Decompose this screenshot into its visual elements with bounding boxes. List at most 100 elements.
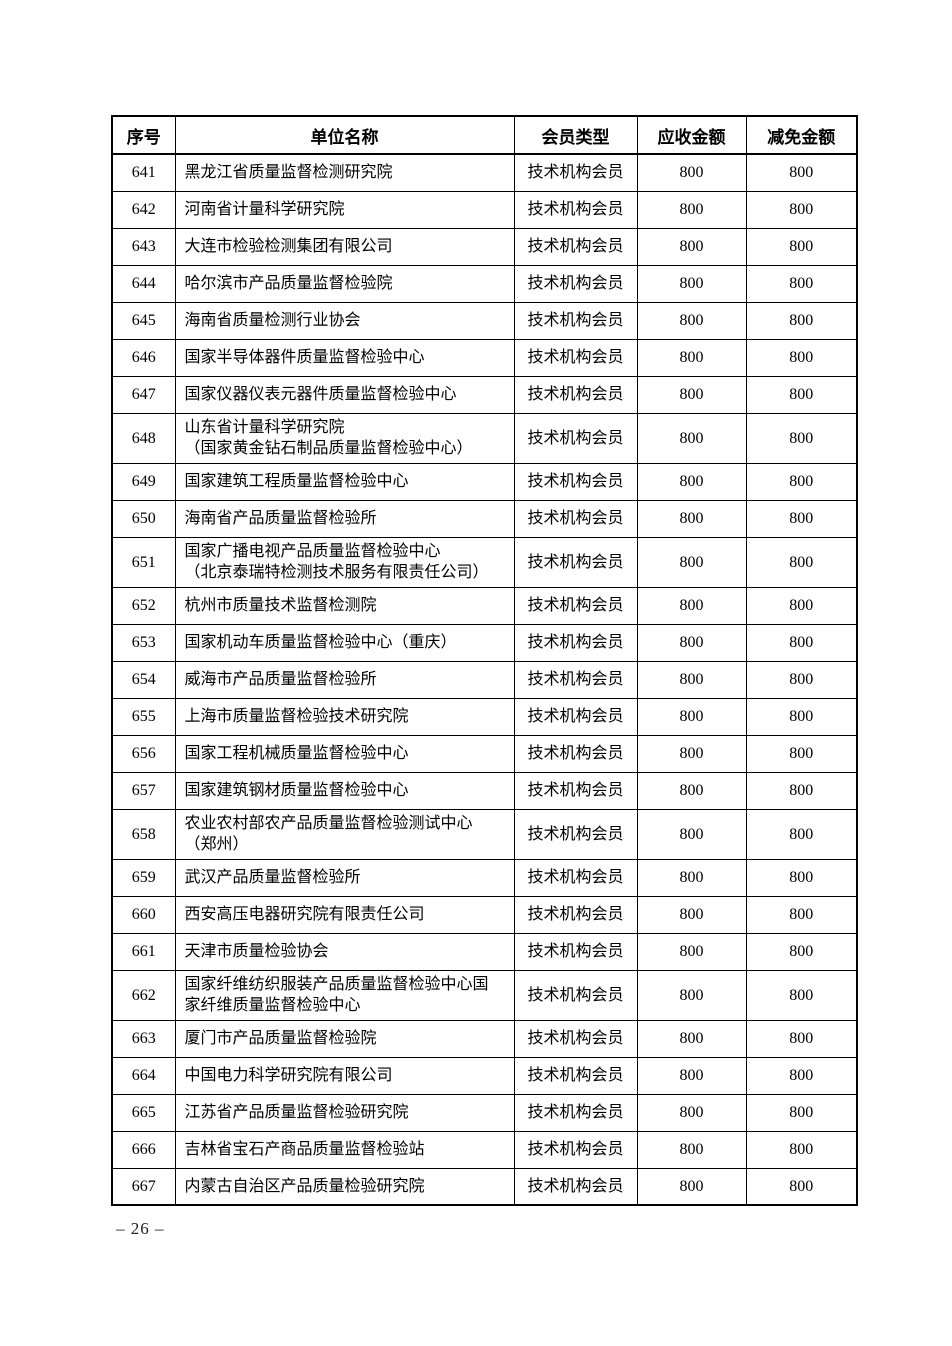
cell-amount-waived: 800 <box>745 338 858 377</box>
cell-serial-number: 649 <box>111 462 176 501</box>
cell-amount-due: 800 <box>636 1019 747 1058</box>
table-row: 666 吉林省宝石产商品质量监督检验站 技术机构会员 800 800 <box>111 1130 858 1169</box>
cell-unit-name: 农业农村部农产品质量监督检验测试中心 （郑州） <box>174 808 515 860</box>
cell-amount-due: 800 <box>636 301 747 340</box>
cell-serial-number: 652 <box>111 586 176 625</box>
cell-unit-name: 山东省计量科学研究院 （国家黄金钻石制品质量监督检验中心） <box>174 412 515 464</box>
table-row: 648 山东省计量科学研究院 （国家黄金钻石制品质量监督检验中心） 技术机构会员 80… <box>111 412 858 464</box>
cell-unit-name: 国家建筑钢材质量监督检验中心 <box>174 771 515 810</box>
cell-amount-waived: 800 <box>745 858 858 897</box>
cell-member-type: 技术机构会员 <box>513 375 638 414</box>
table-row: 642 河南省计量科学研究院 技术机构会员 800 800 <box>111 190 858 229</box>
membership-fee-table: 序号 单位名称 会员类型 应收金额 减免金额 641 黑龙江省质量监督检测研究院技… <box>111 115 858 1206</box>
cell-amount-waived: 800 <box>745 771 858 810</box>
cell-amount-due: 800 <box>636 264 747 303</box>
cell-serial-number: 643 <box>111 227 176 266</box>
cell-amount-due: 800 <box>636 623 747 662</box>
cell-amount-due: 800 <box>636 1056 747 1095</box>
cell-amount-waived: 800 <box>745 808 858 860</box>
cell-amount-due: 800 <box>636 586 747 625</box>
cell-amount-due: 800 <box>636 536 747 588</box>
cell-unit-name: 哈尔滨市产品质量监督检验院 <box>174 264 515 303</box>
table-header-row: 序号 单位名称 会员类型 应收金额 减免金额 <box>111 115 858 155</box>
cell-amount-due: 800 <box>636 858 747 897</box>
cell-serial-number: 650 <box>111 499 176 538</box>
cell-amount-waived: 800 <box>745 1056 858 1095</box>
cell-unit-name: 海南省产品质量监督检验所 <box>174 499 515 538</box>
cell-member-type: 技术机构会员 <box>513 1130 638 1169</box>
cell-unit-name: 海南省质量检测行业协会 <box>174 301 515 340</box>
cell-unit-name: 国家工程机械质量监督检验中心 <box>174 734 515 773</box>
cell-amount-waived: 800 <box>745 623 858 662</box>
cell-unit-name: 内蒙古自治区产品质量检验研究院 <box>174 1167 515 1206</box>
cell-unit-name: 中国电力科学研究院有限公司 <box>174 1056 515 1095</box>
cell-amount-due: 800 <box>636 1167 747 1206</box>
cell-amount-due: 800 <box>636 375 747 414</box>
cell-unit-name: 天津市质量检验协会 <box>174 932 515 971</box>
cell-serial-number: 642 <box>111 190 176 229</box>
cell-amount-waived: 800 <box>745 895 858 934</box>
cell-amount-waived: 800 <box>745 227 858 266</box>
cell-serial-number: 656 <box>111 734 176 773</box>
cell-member-type: 技术机构会员 <box>513 808 638 860</box>
table-row: 647 国家仪器仪表元器件质量监督检验中心 技术机构会员 800 800 <box>111 375 858 414</box>
cell-member-type: 技术机构会员 <box>513 734 638 773</box>
cell-amount-waived: 800 <box>745 412 858 464</box>
cell-amount-due: 800 <box>636 338 747 377</box>
cell-amount-due: 800 <box>636 808 747 860</box>
table-row: 655 上海市质量监督检验技术研究院 技术机构会员 800 800 <box>111 697 858 736</box>
table-row: 656 国家工程机械质量监督检验中心 技术机构会员 800 800 <box>111 734 858 773</box>
cell-member-type: 技术机构会员 <box>513 190 638 229</box>
cell-member-type: 技术机构会员 <box>513 771 638 810</box>
cell-amount-waived: 800 <box>745 375 858 414</box>
table-row: 657 国家建筑钢材质量监督检验中心 技术机构会员 800 800 <box>111 771 858 810</box>
cell-member-type: 技术机构会员 <box>513 1019 638 1058</box>
cell-amount-due: 800 <box>636 734 747 773</box>
table-body: 641 黑龙江省质量监督检测研究院 技术机构会员 800 800 642 河南省计量科学研究… <box>111 153 858 1206</box>
cell-amount-due: 800 <box>636 190 747 229</box>
table-row: 667 内蒙古自治区产品质量检验研究院 技术机构会员 800 800 <box>111 1167 858 1206</box>
cell-serial-number: 661 <box>111 932 176 971</box>
cell-amount-waived: 800 <box>745 734 858 773</box>
cell-member-type: 技术机构会员 <box>513 1093 638 1132</box>
cell-member-type: 技术机构会员 <box>513 660 638 699</box>
cell-serial-number: 659 <box>111 858 176 897</box>
cell-serial-number: 662 <box>111 969 176 1021</box>
cell-amount-due: 800 <box>636 969 747 1021</box>
cell-member-type: 技术机构会员 <box>513 932 638 971</box>
cell-unit-name: 黑龙江省质量监督检测研究院 <box>174 153 515 192</box>
table-row: 641 黑龙江省质量监督检测研究院 技术机构会员 800 800 <box>111 153 858 192</box>
header-amount-due: 应收金额 <box>636 115 747 155</box>
table-row: 650 海南省产品质量监督检验所 技术机构会员 800 800 <box>111 499 858 538</box>
table-row: 649 国家建筑工程质量监督检验中心 技术机构会员 800 800 <box>111 462 858 501</box>
cell-unit-name: 国家仪器仪表元器件质量监督检验中心 <box>174 375 515 414</box>
cell-amount-due: 800 <box>636 462 747 501</box>
cell-amount-waived: 800 <box>745 153 858 192</box>
cell-unit-name: 大连市检验检测集团有限公司 <box>174 227 515 266</box>
table-row: 665 江苏省产品质量监督检验研究院 技术机构会员 800 800 <box>111 1093 858 1132</box>
cell-amount-waived: 800 <box>745 1130 858 1169</box>
cell-amount-waived: 800 <box>745 264 858 303</box>
header-serial-number: 序号 <box>111 115 176 155</box>
cell-serial-number: 646 <box>111 338 176 377</box>
cell-unit-name: 国家机动车质量监督检验中心（重庆） <box>174 623 515 662</box>
cell-amount-waived: 800 <box>745 190 858 229</box>
cell-amount-waived: 800 <box>745 499 858 538</box>
cell-amount-due: 800 <box>636 895 747 934</box>
cell-member-type: 技术机构会员 <box>513 499 638 538</box>
cell-unit-name: 国家半导体器件质量监督检验中心 <box>174 338 515 377</box>
cell-member-type: 技术机构会员 <box>513 301 638 340</box>
cell-serial-number: 658 <box>111 808 176 860</box>
table-row: 645 海南省质量检测行业协会 技术机构会员 800 800 <box>111 301 858 340</box>
cell-unit-name: 杭州市质量技术监督检测院 <box>174 586 515 625</box>
cell-unit-name: 威海市产品质量监督检验所 <box>174 660 515 699</box>
table-row: 663 厦门市产品质量监督检验院 技术机构会员 800 800 <box>111 1019 858 1058</box>
cell-amount-waived: 800 <box>745 536 858 588</box>
cell-amount-waived: 800 <box>745 969 858 1021</box>
cell-member-type: 技术机构会员 <box>513 338 638 377</box>
cell-amount-due: 800 <box>636 660 747 699</box>
cell-amount-due: 800 <box>636 932 747 971</box>
cell-amount-waived: 800 <box>745 697 858 736</box>
cell-unit-name: 吉林省宝石产商品质量监督检验站 <box>174 1130 515 1169</box>
